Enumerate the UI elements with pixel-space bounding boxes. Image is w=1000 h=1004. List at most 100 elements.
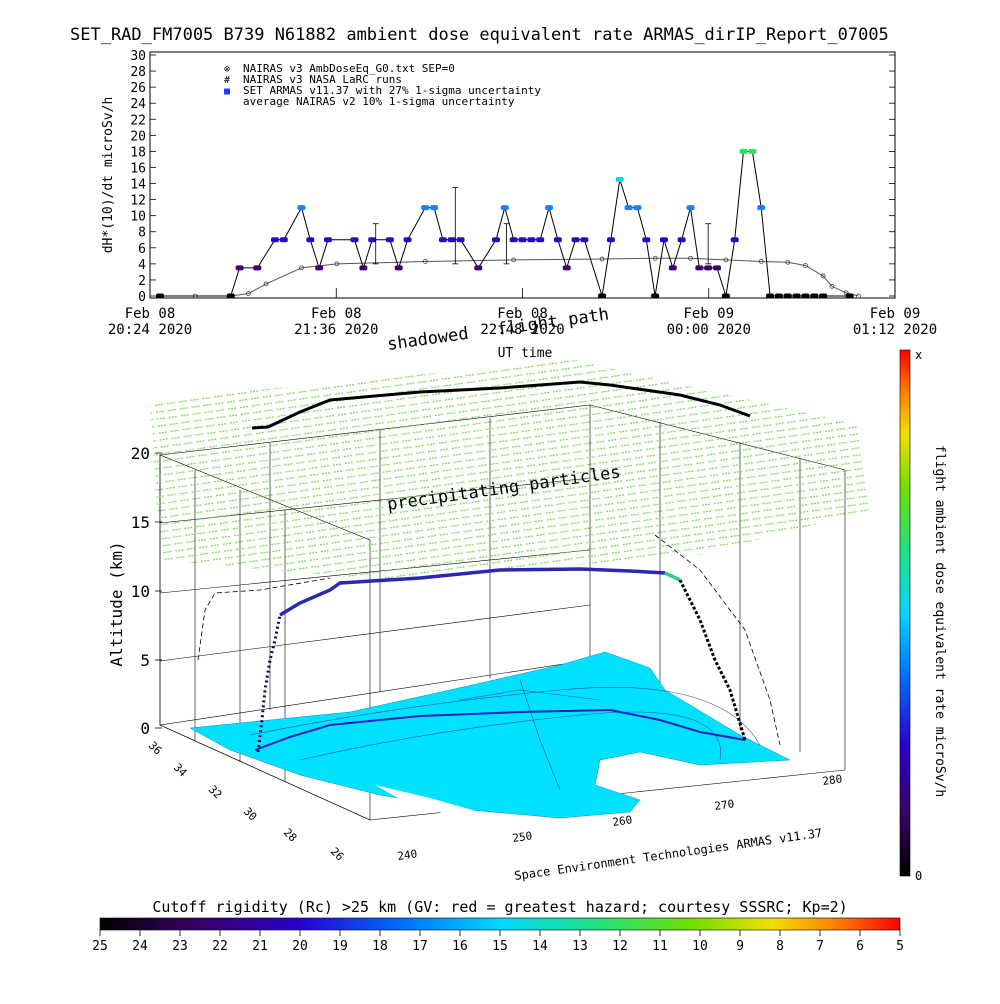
top-x-tick-date: Feb 09 [683,306,734,322]
nairas-point [422,259,428,264]
cutoff-tick-label: 13 [572,939,588,954]
top-y-tick-label: 4 [138,258,146,273]
armas-point [739,148,748,154]
armas-point [509,237,518,243]
top-y-tick-label: 28 [130,65,146,80]
z-axis-label: Altitude (km) [107,541,126,666]
armas-point [279,237,288,243]
armas-point [430,205,439,211]
armas-point [624,205,633,211]
cutoff-tick-label: 10 [692,939,708,954]
armas-point [598,293,607,299]
shadow-path-right [654,534,781,746]
armas-point [774,293,783,299]
armas-point [438,237,447,243]
legend-symbol: ⊗ [224,64,230,75]
armas-point [394,265,403,271]
armas-point [713,265,722,271]
armas-point [704,265,713,271]
armas-point [801,293,810,299]
legend-symbol: ■ [224,86,230,97]
armas-point [845,293,854,299]
armas-point [253,265,262,271]
cutoff-tick-label: 22 [212,939,228,954]
lat-tick-label: 32 [206,783,225,802]
armas-point [695,265,704,271]
nairas-point [785,259,791,265]
armas-point [500,205,509,211]
top-y-label: dH*(10)/dt microSv/h [101,97,116,254]
top-x-tick-date: Feb 08 [311,306,362,322]
lon-tick-label: 250 [512,829,533,845]
series-nairas-line [160,257,859,297]
lon-tick-label: 240 [397,847,418,863]
top-y-tick-label: 30 [130,49,146,64]
altitude-path-climb [256,614,282,753]
cutoff-tick-label: 12 [612,939,628,954]
armas-point [474,265,483,271]
nairas-point [299,265,304,271]
flight-path-projection [251,380,751,430]
ground-track [254,708,746,751]
armas-point [766,293,775,299]
armas-point [518,237,527,243]
cutoff-colorbar-fill [99,917,901,931]
nairas-point [688,255,693,261]
cutoff-tick-label: 16 [452,939,468,954]
top-x-label: UT time [498,346,553,361]
armas-point [226,293,235,299]
nairas-point [820,273,826,279]
nairas-point [511,257,517,263]
dose-colorbar-bottom: 0 [915,869,922,883]
top-y-tick-label: 0 [138,290,146,305]
dose-colorbar-label: flight ambient dose equivalent rate micr… [932,445,947,797]
altitude-path-cruise [279,567,666,617]
armas-point [686,205,695,211]
armas-point [721,293,730,299]
cutoff-tick-label: 21 [252,939,268,954]
top-legend: ⊗ NAIRAS v3 AmbDoseEq_G0.txt SEP=0 # NAIRAS… [224,62,541,108]
cutoff-colorbar-ticks: 25 24 23 22 21 20 19 18 17 16 15 14 13 12 11 10 9 8 7 6 5 [92,930,904,954]
top-y-tick-label: 22 [130,113,146,128]
top-y-tick-label: 18 [130,145,146,160]
armas-point [297,205,306,211]
lon-ticks: 240 250 260 270 280 [397,772,843,863]
cutoff-tick-label: 17 [412,939,428,954]
legend-label: NAIRAS v3 NASA LaRC runs [243,73,402,86]
dose-rate-colorbar: x 0 flight ambient dose equivalent rate … [899,348,947,883]
contour-4 [519,679,561,791]
armas-point [606,237,615,243]
z-axis-ticks: 0 5 10 15 20 [131,444,162,738]
contour-2 [299,711,721,761]
cutoff-tick-label: 19 [332,939,348,954]
armas-point [810,293,819,299]
armas-point [545,205,554,211]
cutoff-tick-label: 7 [816,939,824,954]
armas-point [580,237,589,243]
nairas-point [334,261,340,267]
armas-point [359,265,368,271]
cutoff-tick-label: 5 [896,939,904,954]
top-x-tick-time: 21:36 2020 [294,322,378,338]
cutoff-tick-label: 24 [132,939,148,954]
armas-point [385,237,394,243]
dose-colorbar-fill [899,349,911,877]
nairas-point [856,293,861,299]
armas-point [668,265,677,271]
armas-point [491,237,500,243]
armas-point [562,265,571,271]
top-series [156,148,861,299]
top-y-tick-label: 6 [138,242,146,257]
cutoff-tick-label: 25 [92,939,108,954]
shadow-path-left [197,577,331,661]
cutoff-tick-label: 9 [736,939,744,954]
figure-title: SET_RAD_FM7005 B739 N61882 ambient dose … [70,25,889,45]
altitude-path-green [664,571,681,582]
top-x-tick-time: 20:24 2020 [108,322,192,338]
armas-point [571,237,580,243]
precipitating-layer [150,360,870,580]
z-tick-label: 15 [131,513,150,532]
